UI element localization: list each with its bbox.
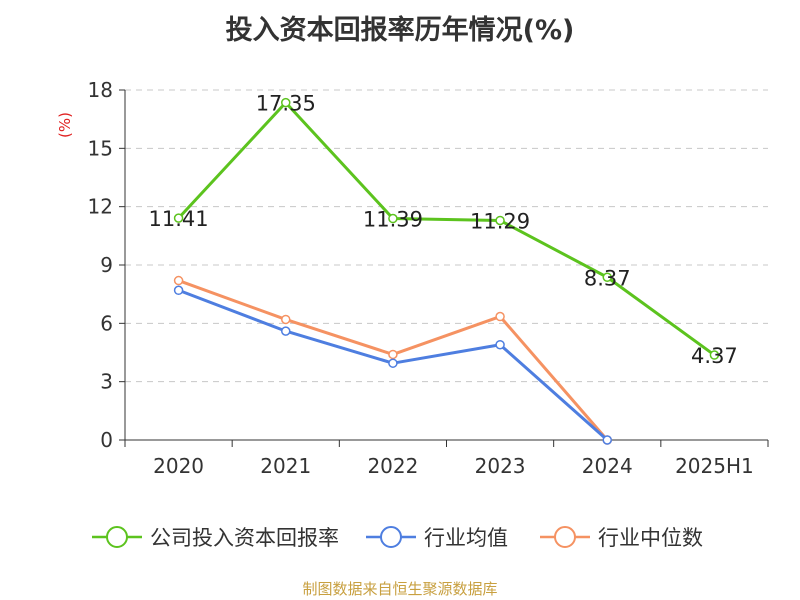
y-tick-label: 9	[100, 253, 113, 277]
data-label: 4.37	[691, 344, 738, 368]
y-tick-label: 12	[88, 195, 113, 219]
source-footer: 制图数据来自恒生聚源数据库	[302, 580, 498, 598]
y-tick-label: 15	[88, 136, 113, 160]
x-tick-label: 2021	[260, 454, 311, 478]
data-point	[602, 435, 612, 445]
x-tick-label: 2022	[367, 454, 418, 478]
data-point	[388, 213, 398, 224]
legend-marker	[380, 526, 402, 548]
legend-label: 公司投入资本回报率	[150, 526, 339, 550]
y-tick-label: 0	[100, 428, 113, 452]
legend-item[interactable]: 公司投入资本回报率	[92, 526, 339, 550]
data-point	[388, 358, 398, 368]
legend-marker	[554, 526, 576, 548]
data-point	[602, 272, 612, 282]
y-axis-label: (%)	[56, 112, 74, 138]
x-tick-label: 2020	[153, 454, 204, 478]
data-point	[709, 350, 720, 360]
data-label: 11.29	[470, 209, 530, 233]
y-tick-label: 6	[100, 311, 113, 335]
data-point	[495, 311, 505, 322]
legend-label: 行业中位数	[598, 526, 703, 550]
data-point	[281, 97, 291, 108]
data-point	[173, 275, 184, 286]
data-label: 11.41	[149, 207, 209, 231]
series-lines	[173, 97, 720, 445]
legend[interactable]: 公司投入资本回报率 行业均值 行业中位数	[92, 526, 703, 550]
legend-item[interactable]: 行业均值	[366, 526, 508, 550]
y-tick-label: 3	[100, 370, 113, 394]
legend-marker	[106, 526, 128, 548]
legend-label: 行业均值	[424, 526, 508, 550]
chart-title: 投入资本回报率历年情况(%)	[225, 15, 575, 46]
data-point	[281, 314, 291, 325]
axes: 0 3 6 9 12 15 18 2020 2021 2022 2023 2024 2025H1 (%)	[56, 78, 769, 478]
x-tick-label: 2023	[475, 454, 526, 478]
data-point	[388, 349, 398, 360]
data-label: 8.37	[584, 266, 631, 290]
data-point	[173, 285, 184, 296]
data-point	[281, 326, 291, 336]
series-line	[177, 101, 716, 357]
grid-lines	[125, 89, 768, 383]
legend-item[interactable]: 行业中位数	[540, 526, 703, 550]
x-tick-label: 2024	[582, 454, 633, 478]
data-point	[495, 339, 505, 350]
data-point	[495, 215, 505, 226]
data-labels: 11.41 17.35 11.39 11.29 8.37 4.37	[149, 92, 738, 368]
data-label: 17.35	[256, 92, 316, 116]
data-label: 11.39	[363, 208, 423, 232]
y-tick-label: 18	[88, 78, 113, 102]
x-tick-label: 2025H1	[675, 454, 754, 478]
data-point	[173, 213, 184, 223]
